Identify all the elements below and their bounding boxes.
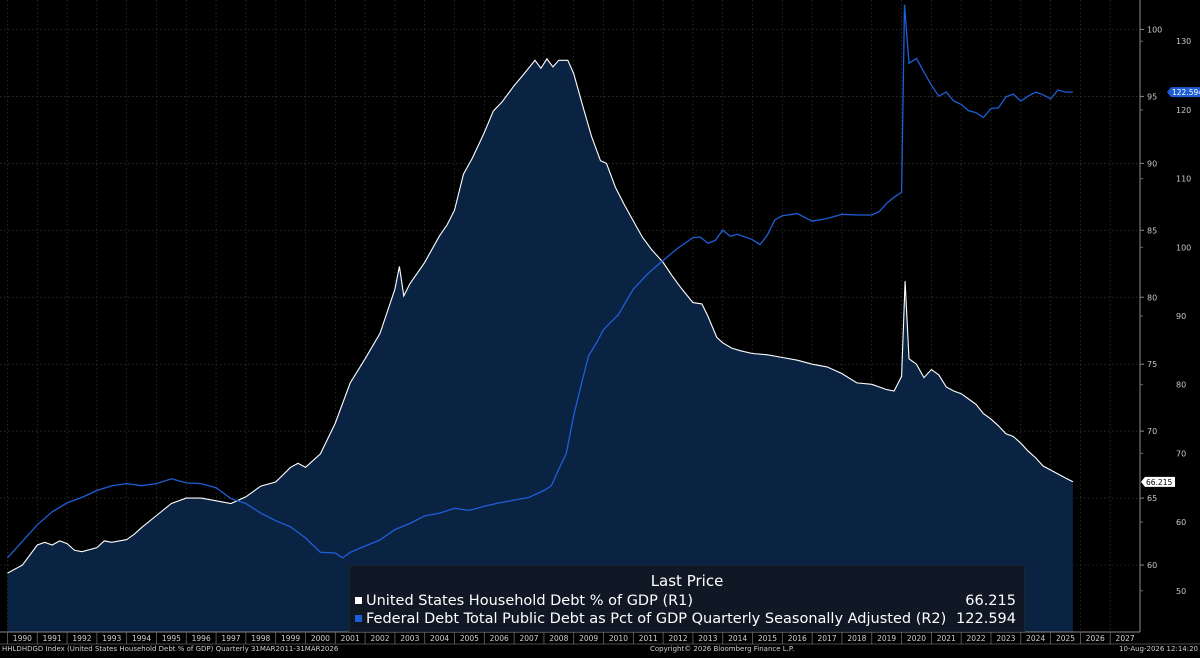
x-tick-label: 2025 <box>1056 634 1075 643</box>
x-tick-label: 2013 <box>698 634 717 643</box>
x-tick-label: 2017 <box>818 634 837 643</box>
x-tick-label: 2023 <box>996 634 1015 643</box>
household-debt-last-tag-label: 66.215 <box>1146 478 1172 487</box>
x-tick-label: 2020 <box>907 634 926 643</box>
r2-tick-label: 50 <box>1176 587 1186 596</box>
last-value-tags: 66.215 122.594 <box>1141 87 1200 487</box>
x-tick-label: 2021 <box>937 634 956 643</box>
r1-tick-label: 60 <box>1147 561 1157 570</box>
federal-debt-line <box>7 4 1073 559</box>
legend-row-household-debt: United States Household Debt % of GDP (R… <box>355 593 1016 611</box>
x-tick-label: 2024 <box>1026 634 1045 643</box>
r1-tick-label: 65 <box>1147 494 1157 503</box>
r1-tick-label: 100 <box>1147 25 1162 34</box>
x-tick-label: 2006 <box>490 634 509 643</box>
r2-tick-label: 70 <box>1176 449 1186 458</box>
x-tick-label: 2027 <box>1116 634 1135 643</box>
x-tick-label: 1995 <box>162 634 181 643</box>
x-tick-label: 1997 <box>221 634 240 643</box>
x-tick-label: 2018 <box>847 634 866 643</box>
r1-tick-label: 95 <box>1147 92 1157 101</box>
household-debt-line <box>7 57 1074 574</box>
r1-tick-label: 80 <box>1147 293 1157 302</box>
x-tick-label: 2009 <box>579 634 598 643</box>
x-tick-label: 2014 <box>728 634 747 643</box>
household-debt-last-tag-shape <box>1141 476 1175 487</box>
x-tick-label: 2007 <box>519 634 538 643</box>
r1-tick-label: 70 <box>1147 427 1157 436</box>
x-tick-label: 1991 <box>43 634 62 643</box>
x-tick-label: 1998 <box>251 634 270 643</box>
x-axis-band <box>0 632 1140 644</box>
x-axis: 1990 1991 1992 1993 1994 1995 1996 1997 1998 1999… <box>0 631 1200 645</box>
footer-copyright: Copyright© 2026 Bloomberg Finance L.P. <box>650 645 795 653</box>
federal-debt-last-tag-label: 122.594 <box>1172 88 1200 97</box>
legend-label-household-debt: United States Household Debt % of GDP (R… <box>366 593 694 609</box>
federal-debt-last-tag-shape <box>1167 87 1200 98</box>
x-tick-label: 1994 <box>132 634 151 643</box>
x-tick-label: 1999 <box>281 634 300 643</box>
x-tick-label: 2005 <box>460 634 479 643</box>
x-tick-label: 2001 <box>341 634 360 643</box>
footer-source: HHLDHDGD Index (United States Household … <box>2 645 339 653</box>
x-tick-label: 2019 <box>877 634 896 643</box>
r1-tick-label: 90 <box>1147 159 1157 168</box>
r2-tick-label: 120 <box>1176 106 1191 115</box>
axes: 60 65 70 75 80 85 90 95 100 50 60 70 80 90 100 110 120 13… <box>1139 0 1191 632</box>
x-tick-label: 2012 <box>668 634 687 643</box>
legend-row-federal-debt: Federal Debt Total Public Debt as Pct of… <box>355 611 1016 629</box>
r2-tick-label: 100 <box>1176 243 1191 252</box>
footer: HHLDHDGD Index (United States Household … <box>0 644 1200 654</box>
r1-tick-label: 85 <box>1147 226 1157 235</box>
x-tick-label: 2026 <box>1086 634 1105 643</box>
x-tick-label: 2010 <box>609 634 628 643</box>
x-tick-label: 2022 <box>967 634 986 643</box>
x-tick-label: 2016 <box>788 634 807 643</box>
legend-swatch-federal-debt <box>355 615 362 622</box>
legend-label-federal-debt: Federal Debt Total Public Debt as Pct of… <box>366 611 947 627</box>
x-tick-label: 1996 <box>192 634 211 643</box>
legend-value-household-debt: 66.215 <box>965 593 1016 609</box>
legend-title: Last Price <box>650 572 724 590</box>
legend-box: Last Price United States Household Debt … <box>349 565 1025 632</box>
x-tick-label: 2015 <box>758 634 777 643</box>
legend-swatch-household-debt <box>355 597 362 604</box>
x-tick-label: 2011 <box>639 634 658 643</box>
x-tick-label: 2003 <box>400 634 419 643</box>
legend-value-federal-debt: 122.594 <box>956 611 1016 627</box>
federal-debt-polyline <box>7 4 1073 559</box>
r2-tick-label: 90 <box>1176 312 1186 321</box>
x-tick-label: 1992 <box>72 634 91 643</box>
household-debt-fill <box>7 58 1073 632</box>
household-debt-area <box>7 57 1074 632</box>
x-tick-label: 2004 <box>430 634 449 643</box>
x-tick-label: 2008 <box>549 634 568 643</box>
x-tick-label: 2002 <box>370 634 389 643</box>
r2-tick-label: 130 <box>1176 37 1191 46</box>
footer-timestamp: 10-Aug-2026 12:14:20 <box>1119 645 1198 653</box>
r2-tick-label: 80 <box>1176 381 1186 390</box>
x-tick-label: 2000 <box>311 634 330 643</box>
x-tick-label: 1993 <box>102 634 121 643</box>
r1-tick-label: 75 <box>1147 360 1157 369</box>
x-tick-label: 1990 <box>13 634 32 643</box>
r2-tick-label: 60 <box>1176 518 1186 527</box>
r2-tick-label: 110 <box>1176 175 1191 184</box>
